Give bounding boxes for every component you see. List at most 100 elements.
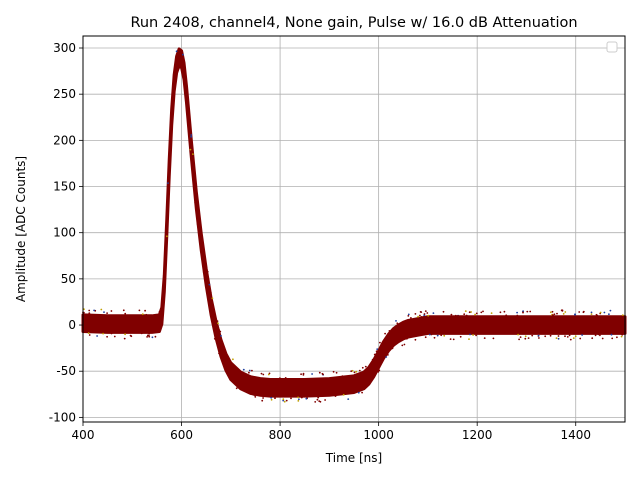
scatter-point — [167, 182, 169, 185]
scatter-point — [242, 368, 245, 371]
scatter-point — [503, 310, 506, 313]
scatter-point — [572, 337, 575, 339]
scatter-point — [499, 311, 502, 314]
scatter-point — [419, 314, 421, 317]
scatter-point — [106, 335, 108, 338]
scatter-point — [581, 334, 583, 336]
scatter-point — [87, 332, 90, 334]
scatter-point — [430, 333, 433, 336]
scatter-point — [516, 314, 519, 317]
scatter-point — [524, 337, 527, 340]
scatter-point — [254, 396, 257, 398]
scatter-point — [342, 393, 345, 396]
scatter-point — [166, 235, 168, 238]
scatter-point — [590, 313, 593, 315]
y-tick-label: 150 — [53, 180, 76, 194]
scatter-point — [388, 330, 391, 332]
scatter-point — [414, 338, 417, 341]
scatter-point — [377, 370, 380, 373]
scatter-point — [151, 336, 154, 339]
scatter-point — [206, 270, 209, 273]
scatter-point — [551, 310, 554, 313]
scatter-point — [144, 309, 147, 312]
scatter-point — [468, 338, 470, 340]
y-tick-label: 200 — [53, 133, 76, 147]
scatter-point — [454, 314, 457, 317]
x-axis-label: Time [ns] — [325, 451, 382, 465]
scatter-point — [620, 335, 623, 338]
scatter-point — [443, 334, 446, 337]
scatter-point — [557, 335, 560, 337]
scatter-point — [138, 309, 141, 312]
scatter-point — [373, 353, 376, 356]
scatter-point — [361, 366, 364, 369]
scatter-point — [211, 297, 214, 300]
scatter-point — [282, 398, 285, 401]
scatter-point — [196, 223, 199, 225]
scatter-point — [427, 314, 430, 317]
scatter-point — [601, 337, 604, 340]
scatter-point — [282, 399, 285, 402]
scatter-point — [124, 333, 126, 336]
scatter-point — [188, 133, 190, 136]
scatter-point — [566, 336, 569, 338]
scatter-point — [140, 332, 143, 335]
scatter-point — [270, 396, 273, 399]
y-tick-label: 100 — [53, 226, 76, 240]
scatter-point — [403, 343, 406, 346]
legend-box — [606, 41, 618, 53]
scatter-point — [316, 398, 319, 401]
y-tick-label: 50 — [61, 272, 76, 286]
scatter-point — [220, 335, 222, 337]
scatter-point — [387, 354, 389, 356]
scatter-point — [358, 369, 361, 372]
scatter-point — [232, 358, 234, 361]
scatter-point — [332, 370, 335, 373]
scatter-point — [549, 311, 552, 314]
scatter-point — [475, 312, 478, 315]
scatter-point — [113, 335, 116, 338]
scatter-point — [350, 370, 353, 373]
scatter-point — [270, 398, 273, 401]
x-tick-label: 600 — [170, 428, 193, 442]
scatter-point — [450, 313, 453, 316]
scatter-point — [378, 369, 381, 372]
scatter-point — [442, 310, 445, 313]
scatter-point — [290, 397, 292, 400]
scatter-point — [190, 135, 193, 138]
scatter-point — [318, 400, 321, 402]
y-tick-label: 250 — [53, 87, 76, 101]
scatter-point — [385, 356, 388, 358]
scatter-point — [190, 134, 193, 136]
scatter-point — [527, 337, 530, 339]
scatter-point — [262, 373, 265, 376]
scatter-point — [217, 322, 219, 325]
scatter-point — [419, 311, 422, 313]
y-tick-label: 300 — [53, 41, 76, 55]
scatter-point — [174, 83, 177, 86]
scatter-point — [526, 310, 529, 313]
scatter-point — [505, 314, 508, 317]
scatter-point — [424, 310, 427, 312]
scatter-point — [110, 332, 113, 335]
scatter-point — [516, 311, 518, 314]
scatter-point — [396, 322, 399, 325]
pulse-band — [81, 47, 627, 398]
scatter-point — [562, 313, 565, 315]
scatter-point — [154, 335, 157, 338]
y-tick-label: -50 — [56, 364, 76, 378]
scatter-point — [474, 313, 476, 316]
scatter-point — [261, 399, 264, 402]
scatter-point — [324, 399, 326, 401]
scatter-point — [254, 394, 256, 397]
scatter-point — [591, 337, 594, 340]
scatter-point — [96, 335, 98, 337]
scatter-point — [279, 377, 281, 379]
scatter-point — [603, 311, 606, 314]
scatter-point — [440, 334, 443, 337]
scatter-point — [410, 317, 412, 319]
scatter-point — [436, 334, 439, 337]
scatter-point — [122, 309, 125, 312]
scatter-point — [379, 341, 381, 344]
scatter-point — [414, 313, 417, 315]
